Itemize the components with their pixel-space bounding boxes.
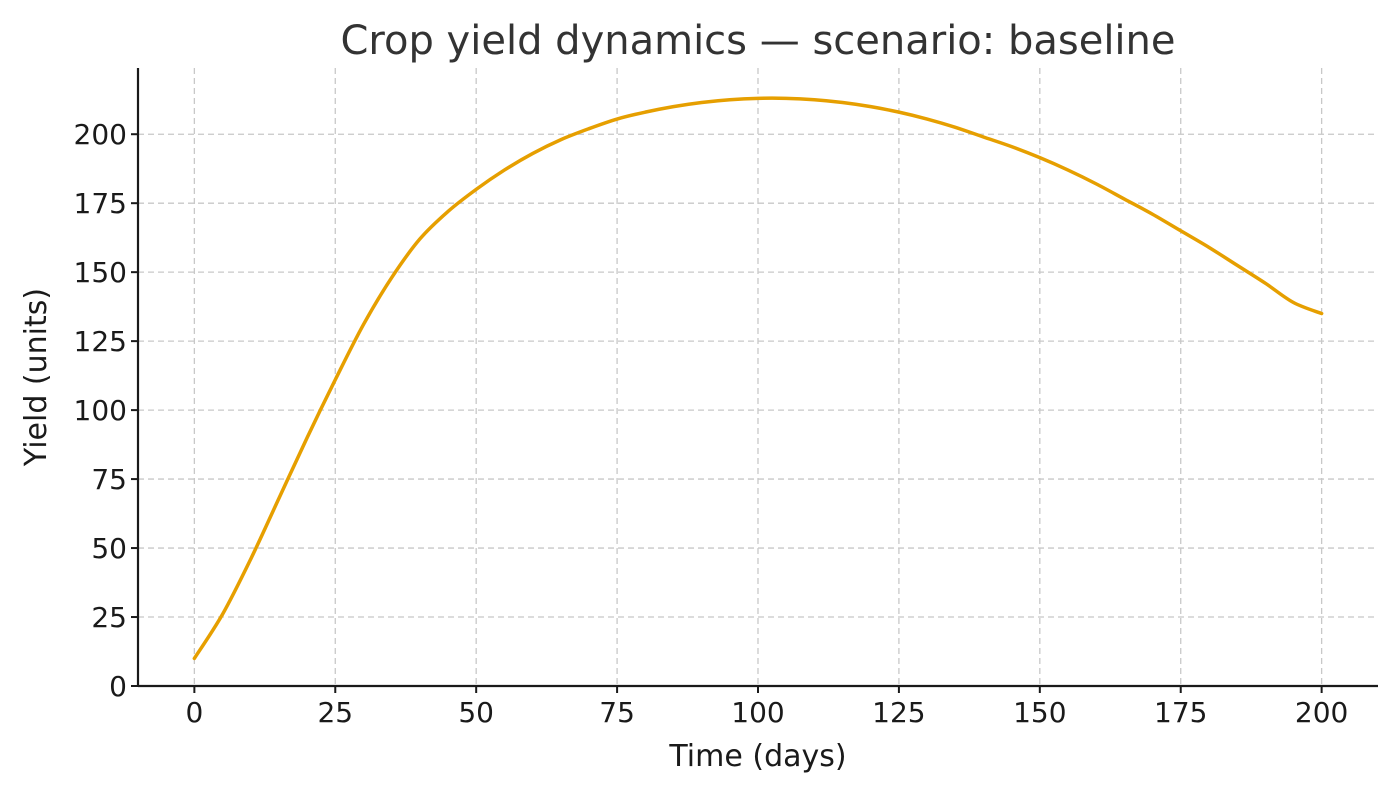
y-tick-label: 100 [74,394,127,427]
x-tick-label: 0 [185,696,203,729]
ticks: 0 25 50 75 100 125 150 175 200 0 25 50 75 100 125 150 17… [74,118,1349,729]
x-tick-label: 25 [317,696,353,729]
x-tick-label: 200 [1295,696,1348,729]
x-tick-label: 125 [872,696,925,729]
y-tick-label: 150 [74,256,127,289]
y-axis-label: Yield (units) [19,288,54,467]
series-line [192,96,1324,661]
series-group [192,96,1324,661]
x-axis-label: Time (days) [668,739,846,774]
y-tick-label: 25 [91,601,127,634]
x-tick-label: 175 [1154,696,1207,729]
y-tick-label: 50 [91,532,127,565]
y-tick-label: 200 [74,118,127,151]
y-tick-label: 75 [91,463,127,496]
chart-title: Crop yield dynamics — scenario: baseline [340,18,1175,64]
y-tick-label: 125 [74,325,127,358]
x-tick-label: 75 [599,696,635,729]
x-tick-label: 150 [1013,696,1066,729]
grid [138,68,1378,687]
x-tick-label: 100 [731,696,784,729]
y-tick-label: 175 [74,187,127,220]
y-tick-label: 0 [109,670,127,703]
x-tick-label: 50 [458,696,494,729]
